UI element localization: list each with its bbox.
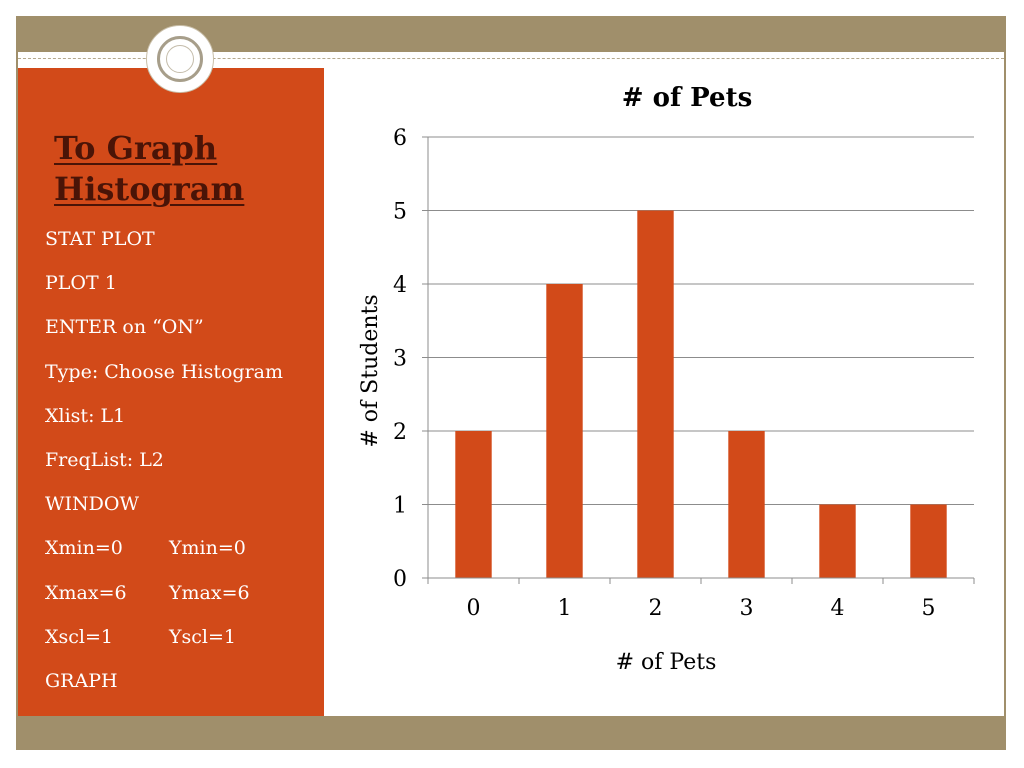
bars xyxy=(455,210,947,578)
y-tick-label-4: 4 xyxy=(393,273,407,298)
bar-4 xyxy=(819,504,856,578)
x-axis-label: # of Pets xyxy=(616,650,717,675)
bar-3 xyxy=(728,431,765,578)
axes: 0 1 2 3 4 5 6 0 1 2 3 4 5 xyxy=(393,126,975,621)
bar-0 xyxy=(455,431,492,578)
dashed-divider xyxy=(18,58,1004,59)
panel-title-line-1: To Graph xyxy=(54,129,218,167)
setting-xmin: Xmin=0 xyxy=(45,537,123,559)
left-frame-edge xyxy=(16,52,18,716)
setting-ymin: Ymin=0 xyxy=(169,537,246,559)
x-tick-label-4: 4 xyxy=(831,596,845,621)
step-stat-plot: STAT PLOT xyxy=(45,228,155,250)
y-tick-label-3: 3 xyxy=(393,347,407,372)
circle-ornament xyxy=(146,25,214,93)
y-tick-label-2: 2 xyxy=(393,420,407,445)
setting-yscl: Yscl=1 xyxy=(169,626,237,648)
y-axis-label: # of Students xyxy=(358,294,383,447)
gridlines xyxy=(428,136,974,505)
bottom-frame-bar xyxy=(16,716,1006,750)
step-plot-1: PLOT 1 xyxy=(45,272,117,294)
setting-xmax: Xmax=6 xyxy=(45,582,127,604)
y-tick-label-5: 5 xyxy=(393,200,407,225)
y-tick-label-1: 1 xyxy=(393,494,407,519)
y-tick-label-0: 0 xyxy=(393,567,407,592)
right-frame-edge xyxy=(1004,52,1006,716)
x-tick-label-3: 3 xyxy=(740,596,754,621)
x-tick-label-5: 5 xyxy=(922,596,936,621)
bar-2 xyxy=(637,210,674,578)
setting-ymax: Ymax=6 xyxy=(169,582,250,604)
bar-1 xyxy=(546,284,583,578)
step-type-histogram: Type: Choose Histogram xyxy=(45,361,284,383)
chart-title: # of Pets xyxy=(622,83,752,113)
panel-title: To Graph Histogram xyxy=(54,128,244,210)
panel-title-line-2: Histogram xyxy=(54,170,245,208)
instructions-panel: To Graph Histogram STAT PLOT PLOT 1 ENTER… xyxy=(18,68,324,716)
x-tick-label-2: 2 xyxy=(649,596,663,621)
setting-xscl: Xscl=1 xyxy=(45,626,114,648)
x-tick-label-0: 0 xyxy=(467,596,481,621)
step-xlist: Xlist: L1 xyxy=(45,405,126,427)
histogram-chart: # of Pets # of Students # of Pets 0 1 2 3 4 5… xyxy=(358,83,975,675)
step-enter-on: ENTER on “ON” xyxy=(45,316,204,338)
x-tick-label-1: 1 xyxy=(558,596,572,621)
step-graph: GRAPH xyxy=(45,670,118,692)
step-freqlist: FreqList: L2 xyxy=(45,449,164,471)
y-tick-label-6: 6 xyxy=(393,126,407,151)
step-window: WINDOW xyxy=(45,493,139,515)
bar-5 xyxy=(910,504,947,578)
